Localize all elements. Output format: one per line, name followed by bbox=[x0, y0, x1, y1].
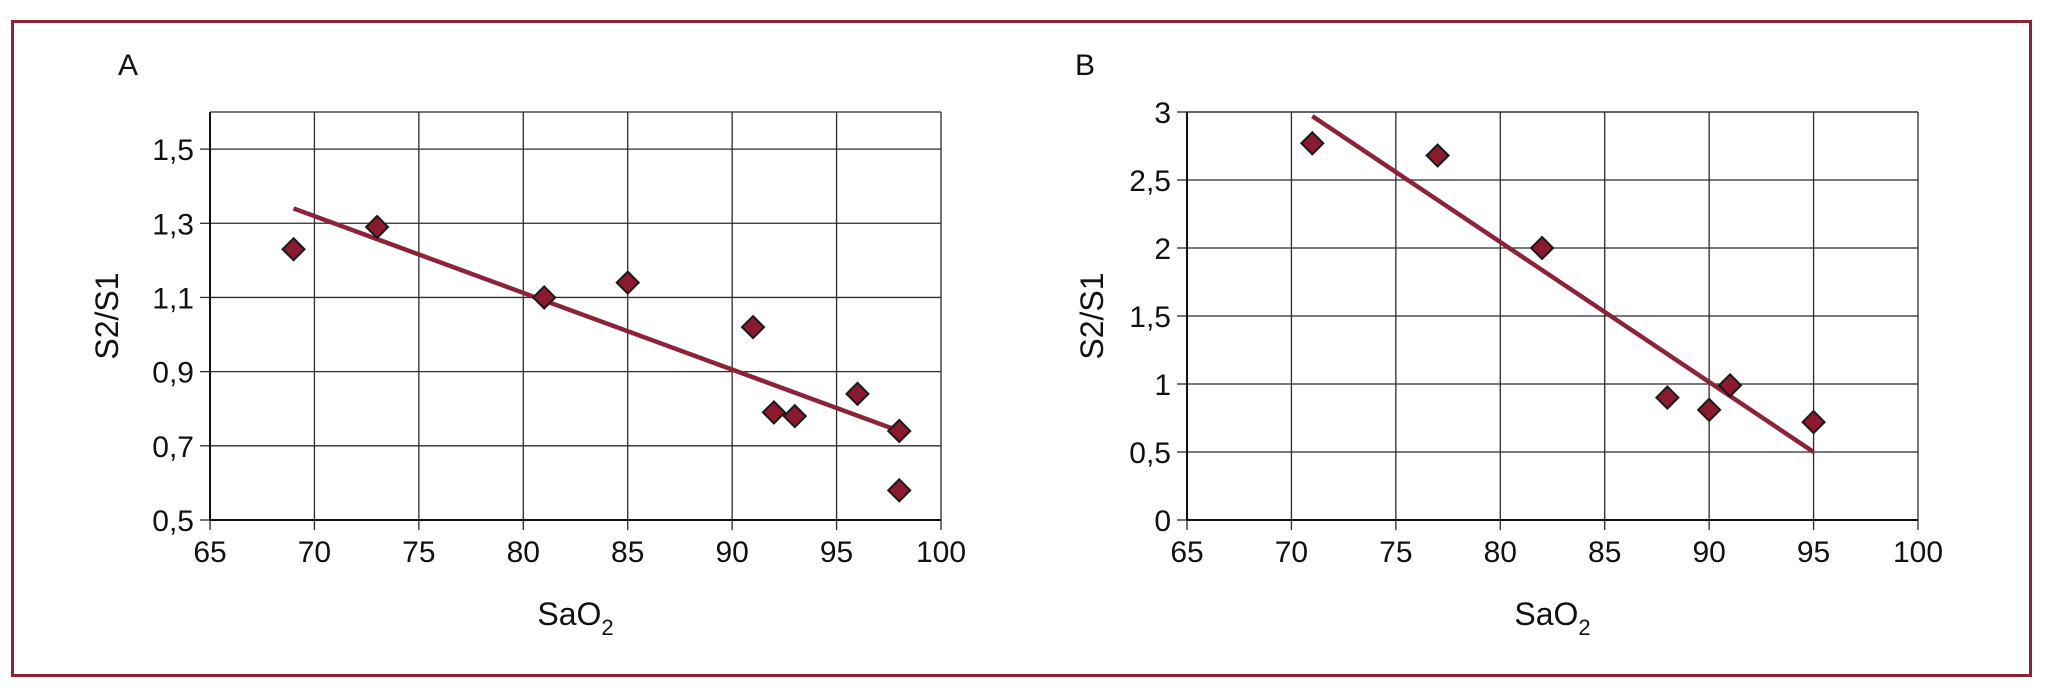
data-point bbox=[364, 214, 390, 240]
y-tick-label: 1,5 bbox=[152, 134, 194, 167]
x-axis-title-subscript: 2 bbox=[1578, 615, 1590, 640]
y-tick-label: 3 bbox=[1154, 97, 1171, 130]
data-point bbox=[615, 270, 641, 296]
figure-frame bbox=[11, 20, 2032, 677]
data-point bbox=[1696, 397, 1722, 423]
x-tick-label: 75 bbox=[1379, 536, 1412, 569]
data-point bbox=[782, 403, 808, 429]
x-tick-label: 95 bbox=[1797, 536, 1830, 569]
y-tick-label: 1,5 bbox=[1129, 301, 1171, 334]
y-tick-label: 1,3 bbox=[152, 208, 194, 241]
y-tick-label: 0,5 bbox=[1129, 437, 1171, 470]
x-tick-label: 80 bbox=[507, 536, 540, 569]
data-point bbox=[761, 400, 787, 425]
x-tick-label: 95 bbox=[820, 536, 853, 569]
data-point bbox=[886, 477, 912, 503]
y-tick-label: 1 bbox=[1154, 369, 1171, 402]
data-point bbox=[281, 236, 306, 262]
data-point bbox=[1529, 235, 1555, 261]
data-point bbox=[1654, 385, 1680, 411]
panel-label: B bbox=[1075, 49, 1095, 82]
chart-panel-a: 65 70 75 80 85 90 95 100 0,5 0,7 0,9 1,1 1,3 1,5 A S2/S… bbox=[89, 49, 966, 640]
x-axis-title: SaO2 bbox=[1514, 596, 1590, 640]
y-tick-label: 0 bbox=[1154, 505, 1171, 538]
x-tick-label: 85 bbox=[1588, 536, 1621, 569]
x-tick-label: 70 bbox=[1275, 536, 1308, 569]
data-point bbox=[740, 314, 766, 340]
x-tick-label: 70 bbox=[298, 536, 331, 569]
x-axis-title-main: SaO bbox=[537, 596, 601, 632]
x-tick-label: 85 bbox=[611, 536, 644, 569]
data-point bbox=[1425, 143, 1451, 168]
y-tick-label: 1,1 bbox=[152, 282, 194, 315]
x-tick-label: 75 bbox=[402, 536, 435, 569]
data-point bbox=[886, 418, 912, 444]
trend-line bbox=[292, 206, 901, 434]
data-point bbox=[1801, 409, 1826, 435]
x-tick-label: 100 bbox=[916, 536, 966, 569]
y-axis-title: S2/S1 bbox=[89, 272, 125, 359]
x-tick-label: 65 bbox=[1170, 536, 1203, 569]
x-tick-label: 90 bbox=[715, 536, 748, 569]
x-tick-label: 80 bbox=[1484, 536, 1517, 569]
x-axis-title: SaO2 bbox=[537, 596, 613, 640]
trend-line bbox=[1311, 114, 1815, 454]
data-point bbox=[531, 285, 557, 310]
data-point bbox=[1717, 372, 1743, 398]
x-axis-title-main: SaO bbox=[1514, 596, 1578, 632]
data-point bbox=[1299, 130, 1325, 156]
x-tick-label: 65 bbox=[193, 536, 226, 569]
y-tick-label: 2 bbox=[1154, 233, 1171, 266]
y-tick-label: 2,5 bbox=[1129, 165, 1171, 198]
y-tick-label: 0,5 bbox=[152, 505, 194, 538]
x-tick-label: 90 bbox=[1692, 536, 1725, 569]
x-axis-title-subscript: 2 bbox=[601, 615, 613, 640]
data-point bbox=[845, 381, 870, 407]
panel-label: A bbox=[118, 49, 138, 82]
y-tick-label: 0,7 bbox=[152, 431, 194, 464]
y-tick-label: 0,9 bbox=[152, 357, 194, 390]
x-tick-label: 100 bbox=[1893, 536, 1943, 569]
y-axis-title: S2/S1 bbox=[1074, 272, 1110, 359]
